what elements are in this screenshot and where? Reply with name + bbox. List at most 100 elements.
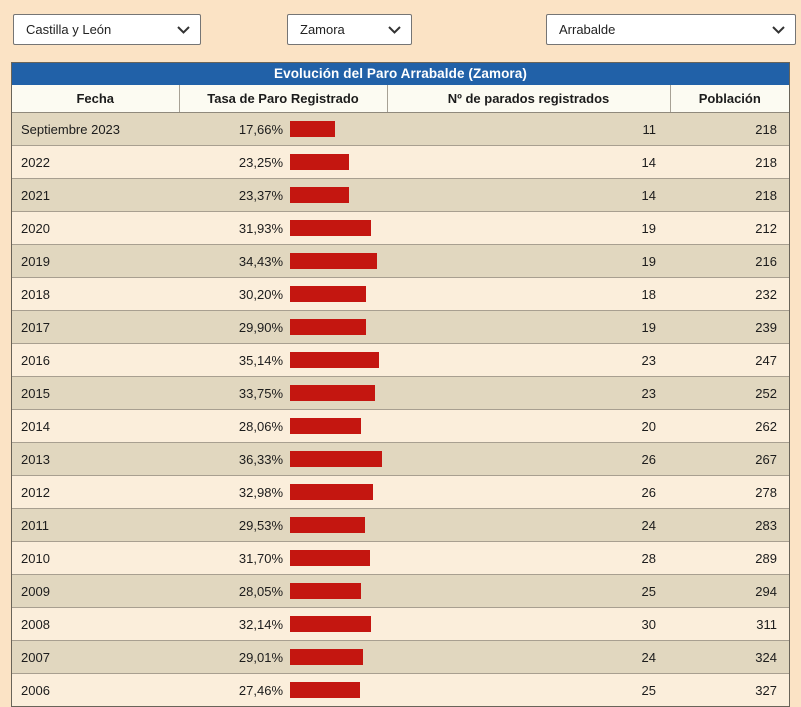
table-row: 2007 29,01% 24 324 [12, 640, 789, 674]
cell-fecha: 2008 [12, 607, 179, 641]
province-select[interactable]: Zamora [287, 14, 412, 45]
province-select-wrap: Zamora [287, 14, 412, 45]
cell-fecha: 2021 [12, 178, 179, 212]
rate-bar [290, 319, 366, 335]
cell-tasa: 28,06% [179, 409, 387, 443]
cell-fecha: 2011 [12, 508, 179, 542]
cell-parados: 20 [387, 409, 670, 443]
cell-tasa: 34,43% [179, 244, 387, 278]
rate-bar [290, 385, 376, 401]
cell-poblacion: 212 [670, 211, 789, 245]
cell-tasa: 29,90% [179, 310, 387, 344]
cell-parados: 28 [387, 541, 670, 575]
cell-tasa: 31,93% [179, 211, 387, 245]
cell-fecha: 2010 [12, 541, 179, 575]
cell-parados: 24 [387, 640, 670, 674]
cell-poblacion: 252 [670, 376, 789, 410]
unemployment-table-card: Evolución del Paro Arrabalde (Zamora) Fe… [11, 62, 790, 707]
rate-value: 32,14% [238, 616, 283, 632]
table-row: Septiembre 2023 17,66% 11 218 [12, 112, 789, 146]
rate-value: 27,46% [238, 682, 283, 698]
rate-value: 34,43% [238, 253, 283, 269]
rate-bar [290, 583, 361, 599]
cell-parados: 25 [387, 574, 670, 608]
table-row: 2015 33,75% 23 252 [12, 376, 789, 410]
cell-parados: 14 [387, 145, 670, 179]
cell-tasa: 35,14% [179, 343, 387, 377]
rate-value: 23,25% [238, 154, 283, 170]
cell-poblacion: 239 [670, 310, 789, 344]
table-title: Evolución del Paro Arrabalde (Zamora) [12, 63, 789, 85]
rate-bar [290, 220, 371, 236]
rate-value: 31,70% [238, 550, 283, 566]
cell-poblacion: 218 [670, 178, 789, 212]
rate-value: 33,75% [238, 385, 283, 401]
cell-poblacion: 267 [670, 442, 789, 476]
rate-bar [290, 154, 349, 170]
cell-fecha: 2007 [12, 640, 179, 674]
table-row: 2019 34,43% 19 216 [12, 244, 789, 278]
table-row: 2021 23,37% 14 218 [12, 178, 789, 212]
cell-tasa: 28,05% [179, 574, 387, 608]
cell-tasa: 27,46% [179, 674, 387, 707]
cell-tasa: 32,98% [179, 475, 387, 509]
cell-tasa: 29,01% [179, 640, 387, 674]
rate-value: 28,06% [238, 418, 283, 434]
table-row: 2022 23,25% 14 218 [12, 145, 789, 179]
table-row: 2016 35,14% 23 247 [12, 343, 789, 377]
region-select[interactable]: Castilla y León [13, 14, 201, 45]
cell-parados: 30 [387, 607, 670, 641]
table-row: 2009 28,05% 25 294 [12, 574, 789, 608]
rate-value: 35,14% [238, 352, 283, 368]
cell-parados: 19 [387, 211, 670, 245]
table-row: 2012 32,98% 26 278 [12, 475, 789, 509]
cell-fecha: 2016 [12, 343, 179, 377]
rate-bar [290, 418, 361, 434]
cell-fecha: 2009 [12, 574, 179, 608]
cell-parados: 19 [387, 244, 670, 278]
table-row: 2017 29,90% 19 239 [12, 310, 789, 344]
cell-fecha: 2013 [12, 442, 179, 476]
cell-tasa: 33,75% [179, 376, 387, 410]
cell-poblacion: 247 [670, 343, 789, 377]
cell-poblacion: 278 [670, 475, 789, 509]
rate-bar [290, 616, 372, 632]
rate-bar [290, 484, 374, 500]
rate-bar [290, 352, 379, 368]
cell-poblacion: 324 [670, 640, 789, 674]
cell-poblacion: 283 [670, 508, 789, 542]
municipality-select[interactable]: Arrabalde [546, 14, 796, 45]
cell-parados: 14 [387, 178, 670, 212]
cell-poblacion: 289 [670, 541, 789, 575]
rate-bar [290, 286, 367, 302]
region-select-wrap: Castilla y León [13, 14, 201, 45]
rate-value: 30,20% [238, 286, 283, 302]
cell-parados: 24 [387, 508, 670, 542]
cell-poblacion: 232 [670, 277, 789, 311]
table-row: 2006 27,46% 25 327 [12, 673, 789, 707]
rate-value: 28,05% [238, 583, 283, 599]
rate-value: 29,53% [238, 517, 283, 533]
table-row: 2008 32,14% 30 311 [12, 607, 789, 641]
rate-bar [290, 187, 350, 203]
cell-fecha: 2018 [12, 277, 179, 311]
rate-bar [290, 550, 371, 566]
table-header-row: Fecha Tasa de Paro Registrado Nº de para… [12, 85, 789, 113]
rate-value: 29,90% [238, 319, 283, 335]
cell-poblacion: 262 [670, 409, 789, 443]
cell-tasa: 23,37% [179, 178, 387, 212]
table-row: 2011 29,53% 24 283 [12, 508, 789, 542]
cell-parados: 23 [387, 376, 670, 410]
rate-value: 29,01% [238, 649, 283, 665]
rate-value: 36,33% [238, 451, 283, 467]
col-header-fecha: Fecha [12, 85, 180, 113]
table-row: 2014 28,06% 20 262 [12, 409, 789, 443]
table-body: Septiembre 2023 17,66% 11 218 2022 23,25… [12, 112, 789, 707]
cell-poblacion: 218 [670, 112, 789, 146]
col-header-poblacion: Población [670, 85, 789, 113]
cell-tasa: 30,20% [179, 277, 387, 311]
cell-poblacion: 218 [670, 145, 789, 179]
cell-parados: 19 [387, 310, 670, 344]
cell-fecha: 2012 [12, 475, 179, 509]
cell-fecha: 2022 [12, 145, 179, 179]
